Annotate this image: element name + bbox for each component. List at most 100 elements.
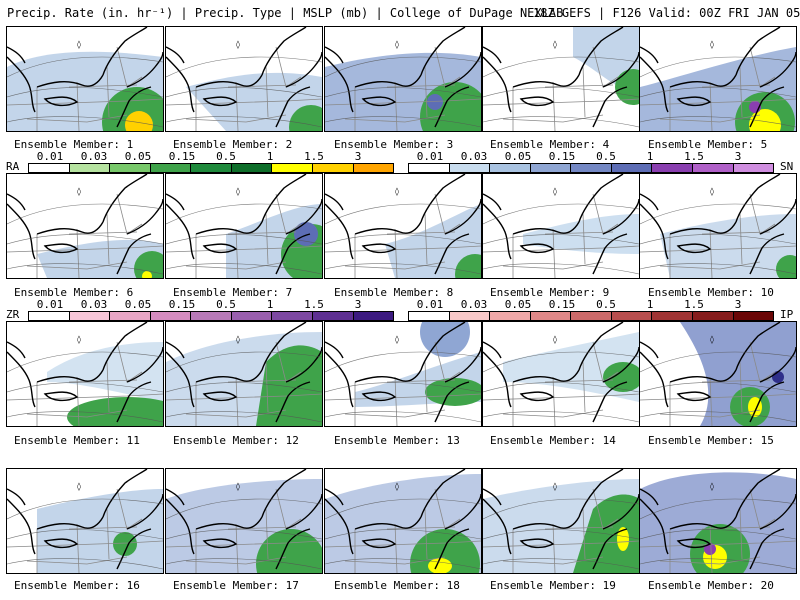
- map-panel-member-3: [324, 26, 482, 132]
- map-panel-member-16: [6, 468, 164, 574]
- legend-color-cell: [353, 312, 394, 320]
- map-header: Precip. Rate (in. hr⁻¹) | Precip. Type |…: [0, 0, 800, 26]
- member-label: Ensemble Member: 8: [334, 286, 454, 299]
- legend-color-cell: [652, 312, 693, 320]
- legend-tick: 0.03: [460, 298, 488, 311]
- legend-color-cell: [611, 164, 653, 172]
- legend-colorbar: [408, 163, 774, 173]
- legend-color-cell: [110, 312, 151, 320]
- member-label: Ensemble Member: 18: [334, 579, 460, 592]
- legend-color-cell: [29, 164, 70, 172]
- legend-color-cell: [692, 164, 734, 172]
- map-panel-member-9: [482, 173, 640, 279]
- legend-color-cell: [652, 164, 693, 172]
- legend-color-cell: [150, 312, 192, 320]
- legend-color-cell: [231, 164, 273, 172]
- member-label: Ensemble Member: 20: [648, 579, 774, 592]
- member-label: Ensemble Member: 2: [173, 138, 293, 151]
- map-panel-member-12: [165, 321, 323, 427]
- legend-color-cell: [611, 312, 653, 320]
- legend-rain: RA 0.01 0.03 0.05 0.15 0.5 1 1.5 3: [6, 150, 396, 180]
- legend-tick: 0.01: [36, 298, 64, 311]
- legend-color-cell: [312, 164, 354, 172]
- member-label: Ensemble Member: 15: [648, 434, 774, 447]
- member-label: Ensemble Member: 9: [490, 286, 610, 299]
- legend-color-cell: [272, 164, 313, 172]
- map-panel-member-4: [482, 26, 640, 132]
- member-label: Ensemble Member: 6: [14, 286, 134, 299]
- map-panel-member-20: [639, 468, 797, 574]
- legend-snow: 0.01 0.03 0.05 0.15 0.5 1 1.5 3 SN: [408, 150, 798, 180]
- legend-tick: 0.15: [548, 150, 576, 163]
- map-panel-member-6: [6, 173, 164, 279]
- legend-tick: 3: [734, 150, 742, 163]
- legend-tick: 0.01: [36, 150, 64, 163]
- legend-tick: 3: [354, 298, 362, 311]
- legend-color-cell: [231, 312, 273, 320]
- header-left: Precip. Rate (in. hr⁻¹) | Precip. Type |…: [7, 6, 564, 20]
- member-label: Ensemble Member: 14: [490, 434, 616, 447]
- legend-color-cell: [69, 312, 111, 320]
- legend-tick: 0.5: [216, 150, 236, 163]
- map-panel-member-14: [482, 321, 640, 427]
- legend-tag: SN: [780, 160, 794, 173]
- legend-tag: RA: [6, 160, 20, 173]
- member-label: Ensemble Member: 16: [14, 579, 140, 592]
- legend-tick: 0.03: [80, 150, 108, 163]
- legend-color-cell: [733, 312, 774, 320]
- legend-color-cell: [110, 164, 151, 172]
- legend-tick: 0.05: [504, 150, 532, 163]
- legend-color-cell: [409, 164, 450, 172]
- map-panel-member-5: [639, 26, 797, 132]
- legend-tick: 0.05: [124, 150, 152, 163]
- map-panel-member-7: [165, 173, 323, 279]
- legend-tick: 0.05: [504, 298, 532, 311]
- legend-tick: 0.15: [548, 298, 576, 311]
- legend-colorbar: [28, 311, 394, 321]
- map-panel-member-8: [324, 173, 482, 279]
- legend-color-cell: [353, 164, 394, 172]
- map-panel-member-19: [482, 468, 640, 574]
- member-label: Ensemble Member: 17: [173, 579, 299, 592]
- legend-tick: 1.5: [304, 298, 324, 311]
- legend-tick: 0.15: [168, 298, 196, 311]
- legend-color-cell: [530, 164, 572, 172]
- member-label: Ensemble Member: 13: [334, 434, 460, 447]
- legend-color-cell: [733, 164, 774, 172]
- member-label: Ensemble Member: 4: [490, 138, 610, 151]
- member-label: Ensemble Member: 1: [14, 138, 134, 151]
- legend-tick: 1.5: [684, 298, 704, 311]
- member-label: Ensemble Member: 3: [334, 138, 454, 151]
- map-panel-member-10: [639, 173, 797, 279]
- legend-color-cell: [29, 312, 70, 320]
- legend-tick: 1: [646, 150, 654, 163]
- legend-tick: 0.15: [168, 150, 196, 163]
- legend-color-cell: [272, 312, 313, 320]
- legend-colorbar: [28, 163, 394, 173]
- map-panel-member-15: [639, 321, 797, 427]
- legend-sleet: 0.01 0.03 0.05 0.15 0.5 1 1.5 3 IP: [408, 298, 798, 328]
- map-panel-member-17: [165, 468, 323, 574]
- legend-tick: 1: [266, 150, 274, 163]
- legend-color-cell: [191, 312, 232, 320]
- member-label: Ensemble Member: 12: [173, 434, 299, 447]
- legend-color-cell: [312, 312, 354, 320]
- legend-tick: 0.5: [216, 298, 236, 311]
- legend-color-cell: [449, 312, 491, 320]
- map-panel-member-18: [324, 468, 482, 574]
- legend-color-cell: [490, 164, 531, 172]
- member-label: Ensemble Member: 11: [14, 434, 140, 447]
- legend-color-cell: [409, 312, 450, 320]
- member-label: Ensemble Member: 10: [648, 286, 774, 299]
- legend-tick: 3: [354, 150, 362, 163]
- legend-freezing-rain: ZR 0.01 0.03 0.05 0.15 0.5 1 1.5 3: [6, 298, 396, 328]
- legend-tick: 0.03: [80, 298, 108, 311]
- map-panel-member-11: [6, 321, 164, 427]
- legend-tag: IP: [780, 308, 794, 321]
- legend-color-cell: [69, 164, 111, 172]
- legend-color-cell: [571, 312, 612, 320]
- legend-color-cell: [692, 312, 734, 320]
- legend-tick: 1: [646, 298, 654, 311]
- legend-tick: 0.01: [416, 298, 444, 311]
- legend-tick: 3: [734, 298, 742, 311]
